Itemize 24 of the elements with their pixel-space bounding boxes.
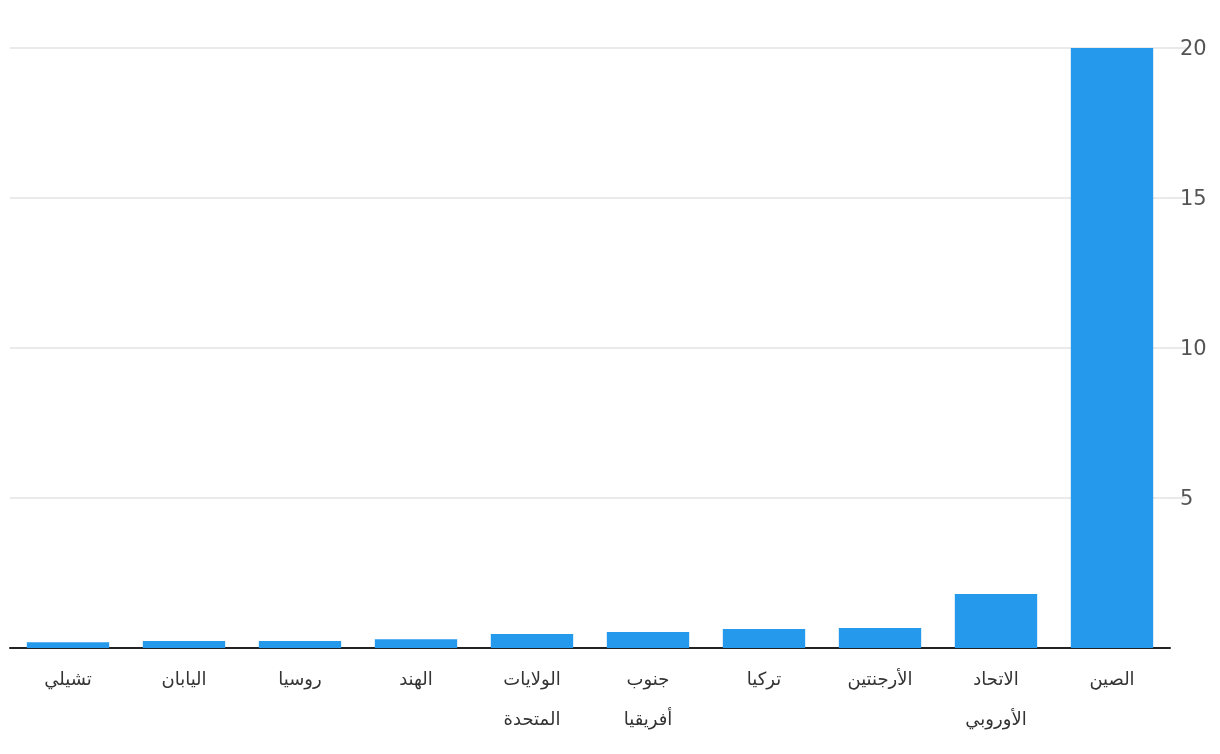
x-tick-label: الولايات المتحدة	[503, 667, 561, 729]
y-tick-label: 5	[1180, 486, 1194, 510]
bar	[606, 632, 690, 648]
bar	[838, 627, 922, 648]
x-tick-label: جنوب أفريقيا	[623, 667, 673, 730]
bar	[374, 639, 458, 648]
bar	[1070, 48, 1154, 648]
x-tick-label: اليابان	[161, 667, 207, 689]
bar	[142, 641, 226, 648]
x-tick-label: الأرجنتين	[847, 667, 913, 690]
bar	[954, 594, 1038, 648]
x-tick-label: الاتحاد الأوروبي	[965, 667, 1027, 730]
bar	[258, 641, 342, 648]
x-tick-label: الصين	[1089, 667, 1135, 690]
y-tick-label: 10	[1180, 336, 1207, 360]
x-tick-label: تركيا	[746, 667, 782, 690]
x-tick-label: الهند	[399, 667, 433, 690]
y-tick-label: 20	[1180, 36, 1207, 60]
bar	[490, 633, 574, 648]
bar	[26, 642, 110, 648]
x-tick-label: تشيلي	[44, 667, 92, 690]
x-tick-label: روسيا	[278, 667, 322, 690]
y-tick-label: 15	[1180, 186, 1207, 210]
bar	[722, 629, 806, 648]
